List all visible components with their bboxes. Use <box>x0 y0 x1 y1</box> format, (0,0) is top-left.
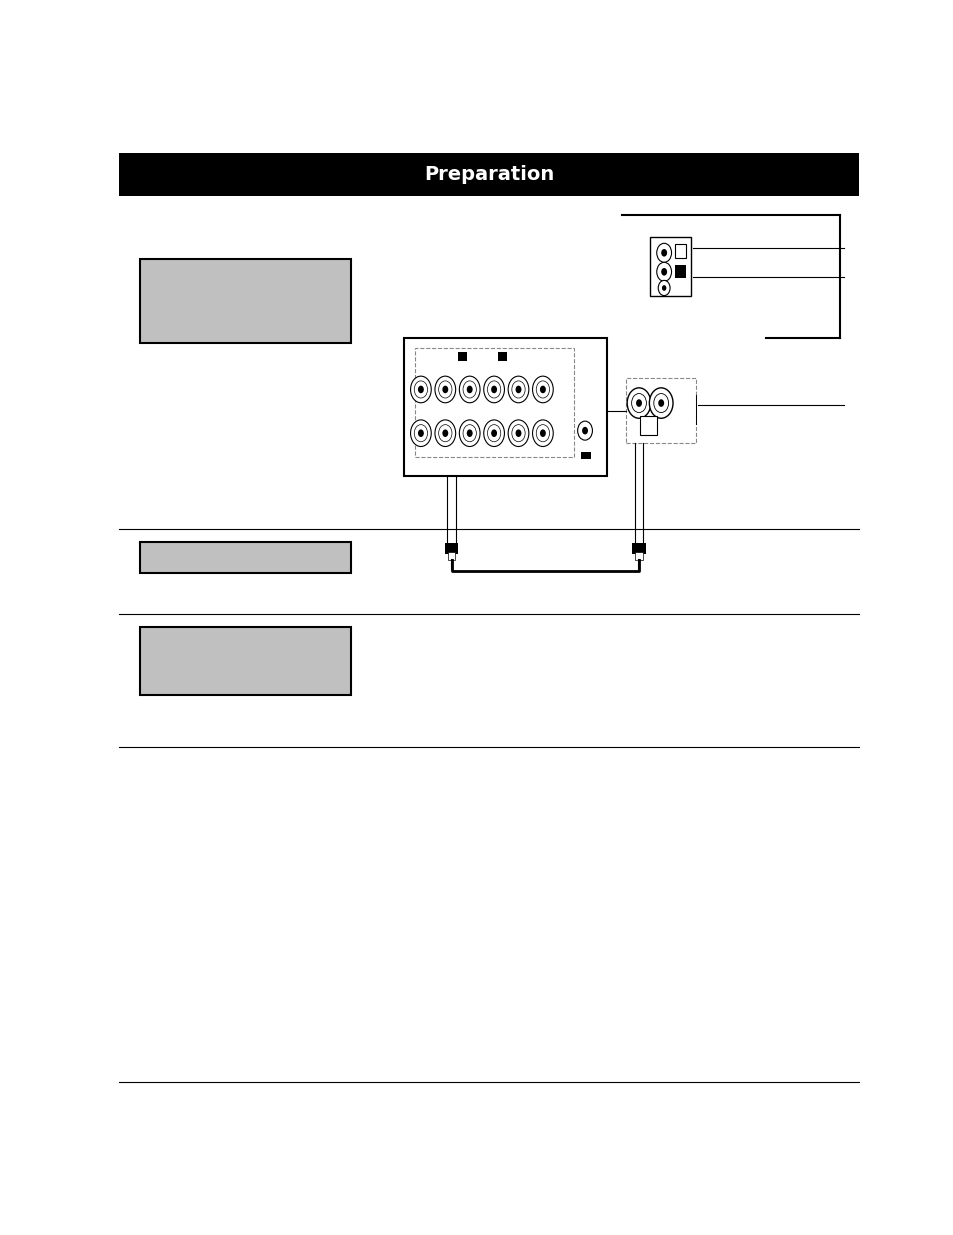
Bar <box>119 153 858 196</box>
Bar <box>140 626 351 695</box>
Circle shape <box>487 380 500 398</box>
Circle shape <box>417 385 423 393</box>
Circle shape <box>661 285 665 291</box>
Circle shape <box>658 280 669 295</box>
Circle shape <box>656 243 671 262</box>
Bar <box>675 266 685 278</box>
Circle shape <box>631 394 646 412</box>
Circle shape <box>653 394 668 412</box>
Circle shape <box>487 425 500 442</box>
Circle shape <box>483 420 504 447</box>
Bar <box>403 338 607 477</box>
Circle shape <box>491 430 497 437</box>
Circle shape <box>532 420 553 447</box>
Bar <box>140 259 351 343</box>
Bar <box>140 542 351 573</box>
Circle shape <box>515 430 521 437</box>
Circle shape <box>577 421 592 440</box>
Bar <box>675 245 685 258</box>
Circle shape <box>636 399 641 406</box>
Circle shape <box>417 430 423 437</box>
Bar <box>632 543 645 555</box>
Circle shape <box>442 385 448 393</box>
Circle shape <box>466 430 472 437</box>
Circle shape <box>660 268 666 275</box>
Circle shape <box>656 262 671 282</box>
Circle shape <box>512 380 524 398</box>
Circle shape <box>536 380 549 398</box>
Circle shape <box>512 425 524 442</box>
Bar <box>415 348 574 457</box>
Bar <box>635 552 642 559</box>
Circle shape <box>658 399 663 406</box>
Circle shape <box>536 425 549 442</box>
Circle shape <box>438 380 452 398</box>
Circle shape <box>466 385 472 393</box>
Circle shape <box>508 420 528 447</box>
Circle shape <box>462 380 476 398</box>
Bar <box>639 416 656 436</box>
Text: Preparation: Preparation <box>423 164 554 184</box>
Circle shape <box>410 420 431 447</box>
Circle shape <box>649 388 672 419</box>
Bar <box>447 552 455 559</box>
Circle shape <box>660 249 666 257</box>
Bar <box>580 452 590 459</box>
Bar <box>457 352 467 361</box>
Circle shape <box>539 430 545 437</box>
Circle shape <box>414 425 427 442</box>
Circle shape <box>435 420 456 447</box>
Circle shape <box>581 427 587 435</box>
Circle shape <box>459 377 479 403</box>
Circle shape <box>483 377 504 403</box>
Circle shape <box>532 377 553 403</box>
Circle shape <box>491 385 497 393</box>
Bar <box>649 237 690 295</box>
Circle shape <box>435 377 456 403</box>
Circle shape <box>626 388 650 419</box>
Bar <box>497 352 506 361</box>
Bar <box>625 378 696 443</box>
Circle shape <box>459 420 479 447</box>
Circle shape <box>438 425 452 442</box>
Circle shape <box>462 425 476 442</box>
Circle shape <box>515 385 521 393</box>
Circle shape <box>442 430 448 437</box>
Circle shape <box>508 377 528 403</box>
Circle shape <box>410 377 431 403</box>
Circle shape <box>414 380 427 398</box>
Bar <box>444 543 457 555</box>
Circle shape <box>539 385 545 393</box>
